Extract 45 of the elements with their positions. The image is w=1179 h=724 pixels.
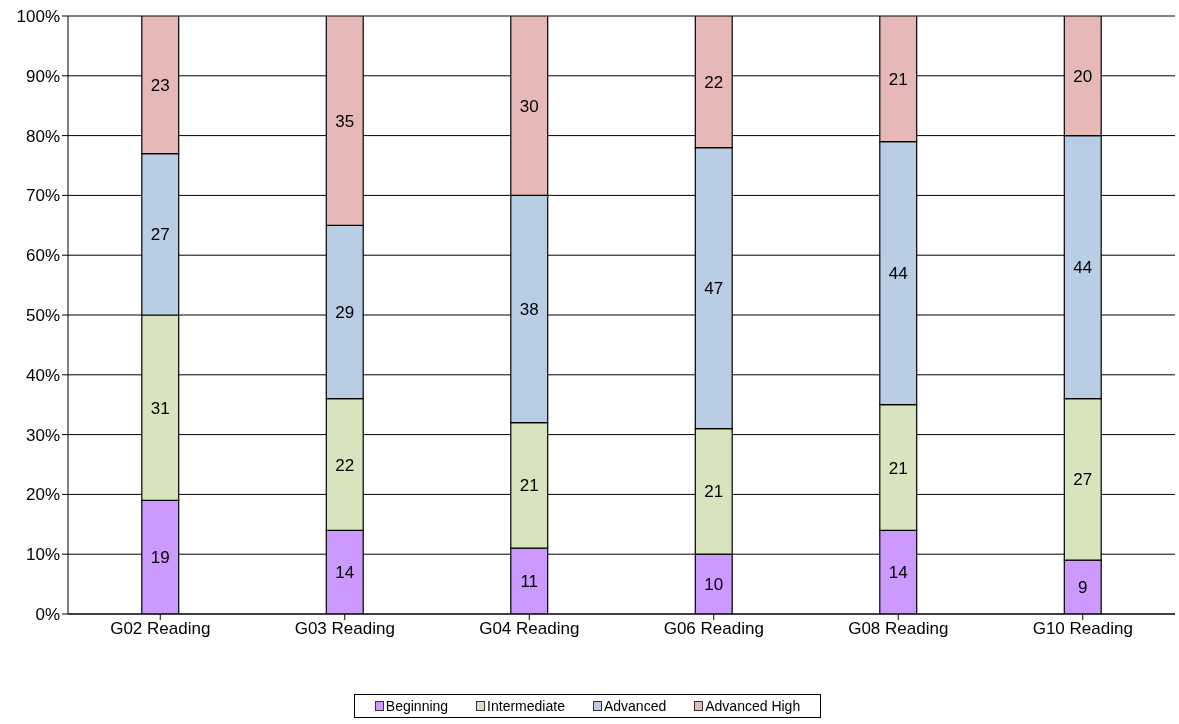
data-label: 30 [519, 96, 539, 116]
y-tick-label: 90% [25, 66, 60, 86]
data-label: 21 [519, 476, 539, 496]
legend-label: Intermediate [486, 698, 565, 714]
data-label: 44 [888, 264, 908, 284]
data-label: 14 [335, 563, 355, 583]
x-tick-label: G02 Reading [110, 619, 211, 639]
y-tick-label: 20% [25, 485, 60, 505]
y-tick-label: 60% [25, 246, 60, 266]
y-tick-label: 10% [25, 545, 60, 565]
data-label: 22 [335, 455, 355, 475]
data-label: 21 [888, 458, 908, 478]
data-label: 47 [704, 279, 724, 299]
y-tick-label: 0% [35, 605, 60, 625]
data-label: 21 [888, 69, 908, 89]
data-label: 35 [335, 111, 355, 131]
data-label: 9 [1078, 578, 1088, 598]
legend-label: Advanced [602, 698, 667, 714]
legend-label: Beginning [384, 698, 449, 714]
x-tick-label: G04 Reading [479, 619, 580, 639]
y-tick-label: 100% [16, 7, 60, 27]
y-tick-label: 70% [25, 186, 60, 206]
data-label: 29 [335, 303, 355, 323]
data-label: 27 [150, 225, 170, 245]
y-tick-label: 30% [25, 425, 60, 445]
x-tick-label: G06 Reading [663, 619, 764, 639]
data-label: 11 [520, 572, 539, 592]
x-tick-label: G10 Reading [1032, 619, 1133, 639]
data-label: 14 [888, 563, 908, 583]
x-tick-label: G03 Reading [294, 619, 395, 639]
x-tick-label: G08 Reading [848, 619, 949, 639]
data-label: 27 [1073, 470, 1093, 490]
data-label: 19 [150, 548, 170, 568]
data-label: 38 [519, 300, 539, 320]
data-label: 21 [704, 482, 724, 502]
data-label: 44 [1073, 258, 1093, 278]
data-label: 20 [1073, 66, 1093, 86]
legend-label: Advanced High [704, 698, 801, 714]
y-tick-label: 40% [25, 365, 60, 385]
data-label: 22 [704, 72, 724, 92]
data-label: 23 [150, 75, 170, 95]
data-label: 10 [704, 575, 724, 595]
y-tick-label: 80% [25, 126, 60, 146]
y-tick-label: 50% [25, 306, 60, 326]
data-label: 31 [150, 398, 170, 418]
